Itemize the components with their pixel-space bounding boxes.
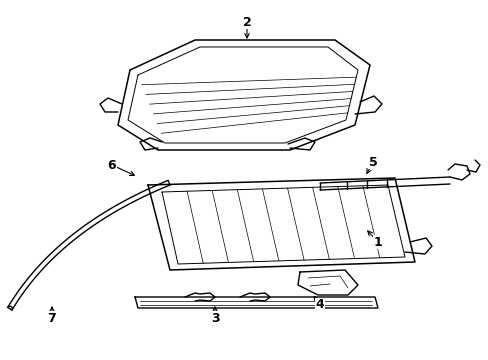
Text: 1: 1	[373, 235, 382, 248]
Text: 7: 7	[47, 311, 56, 324]
Text: 5: 5	[368, 156, 377, 168]
Text: 2: 2	[242, 15, 251, 28]
Text: 4: 4	[315, 298, 324, 311]
Text: 6: 6	[107, 158, 116, 171]
Text: 3: 3	[210, 311, 219, 324]
